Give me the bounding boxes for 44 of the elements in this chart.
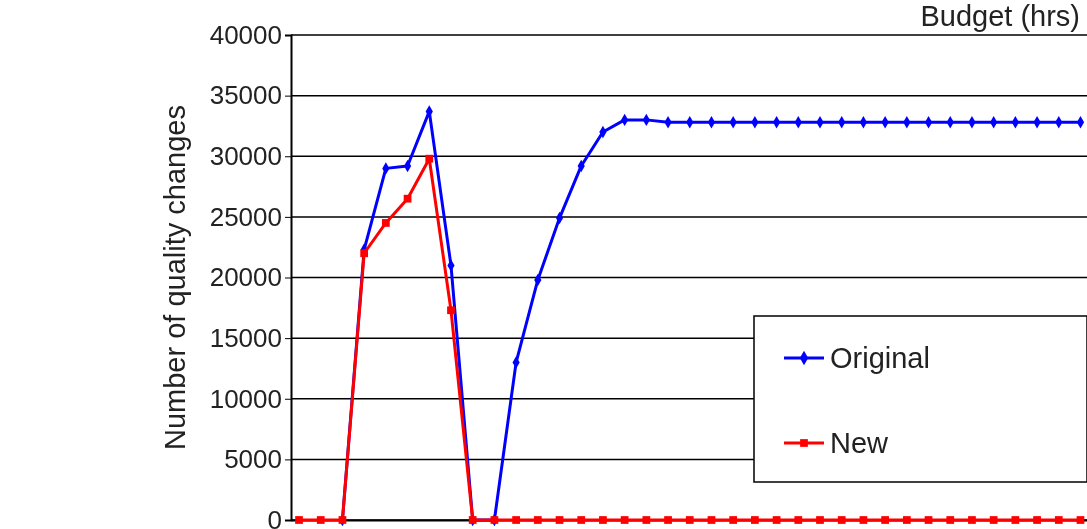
y-tick-label: 35000	[209, 80, 282, 111]
y-axis-title: Number of quality changes	[159, 105, 191, 450]
point	[772, 516, 781, 524]
point	[425, 154, 434, 163]
point	[794, 516, 803, 524]
point	[664, 516, 672, 524]
y-tick-label: 15000	[209, 322, 282, 353]
y-tick-label: 20000	[209, 262, 282, 293]
point	[512, 516, 520, 524]
y-tick-label: 5000	[224, 444, 282, 475]
point	[360, 249, 369, 258]
legend-label: Original	[830, 342, 930, 374]
point	[295, 516, 303, 524]
point	[1076, 516, 1085, 524]
point	[924, 516, 933, 524]
point	[555, 516, 564, 524]
point	[381, 219, 390, 227]
point	[837, 516, 846, 524]
legend-label: New	[830, 427, 890, 459]
point	[316, 516, 325, 524]
point	[729, 516, 738, 524]
y-tick-label: 40000	[209, 19, 282, 50]
point	[989, 516, 998, 524]
y-tick-label: 25000	[209, 201, 282, 232]
point	[1033, 516, 1041, 524]
point	[642, 516, 651, 524]
y-tick-label: 30000	[209, 141, 282, 172]
point	[946, 516, 955, 524]
point	[707, 516, 716, 524]
point	[620, 516, 629, 524]
point	[1054, 516, 1063, 524]
point	[902, 516, 911, 524]
y-tick-label: 10000	[209, 383, 282, 414]
point	[1011, 516, 1020, 524]
point	[533, 516, 542, 524]
point	[447, 306, 455, 315]
point	[859, 516, 868, 524]
point	[577, 516, 586, 524]
point	[685, 516, 694, 524]
chart-title: Budget (hrs)	[920, 0, 1080, 32]
point	[403, 194, 412, 203]
point	[881, 516, 889, 524]
point	[816, 516, 824, 524]
y-tick-label: 0	[267, 504, 282, 529]
